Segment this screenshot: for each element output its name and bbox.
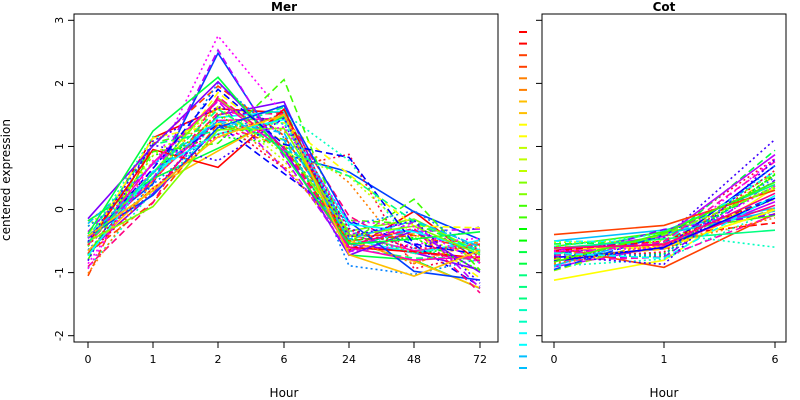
x-tick-label: 2 xyxy=(215,353,222,366)
x-tick-label: 1 xyxy=(661,353,668,366)
series-line-cot xyxy=(553,160,776,257)
y-tick-label: -2 xyxy=(53,330,66,341)
x-axis-label-cot: Hour xyxy=(650,386,679,400)
y-tick-label: 3 xyxy=(53,17,66,24)
y-tick-label: 2 xyxy=(53,80,66,87)
plot-frame-cot xyxy=(541,13,787,343)
x-tick-label: 6 xyxy=(772,353,779,366)
series-line-cot xyxy=(553,181,776,263)
series-lines-cot xyxy=(553,138,776,281)
series-line-mer xyxy=(87,112,481,264)
x-tick-label: 0 xyxy=(85,353,92,366)
series-line-mer xyxy=(87,88,481,256)
series-line-mer xyxy=(87,76,481,245)
x-tick-label: 48 xyxy=(407,353,421,366)
x-axis-cot: 0 1 6 xyxy=(551,342,779,366)
color-legend xyxy=(519,31,527,369)
y-tick-label: 0 xyxy=(53,206,66,213)
series-line-mer xyxy=(87,107,481,259)
series-line-cot xyxy=(553,189,776,236)
x-tick-label: 0 xyxy=(551,353,558,366)
series-line-mer xyxy=(87,116,481,284)
y-axis-cot xyxy=(536,19,542,337)
x-axis-label-mer: Hour xyxy=(270,386,299,400)
series-line-mer xyxy=(87,118,481,257)
plot-frame-mer xyxy=(73,13,499,343)
series-line-mer xyxy=(87,106,481,262)
series-line-mer xyxy=(87,95,481,294)
y-axis-mer: -2 -1 0 1 2 3 xyxy=(53,17,74,341)
series-line-mer xyxy=(87,121,481,256)
x-tick-label: 1 xyxy=(150,353,157,366)
series-line-mer xyxy=(87,78,481,271)
panel-cot: Cot 0 1 6 Hour xyxy=(536,0,787,400)
x-tick-label: 72 xyxy=(473,353,487,366)
series-line-mer xyxy=(87,113,480,249)
y-tick-label: 1 xyxy=(53,143,66,150)
series-lines-mer xyxy=(87,34,481,294)
series-line-cot xyxy=(553,159,776,266)
series-line-cot xyxy=(553,229,776,250)
panel-title-cot: Cot xyxy=(653,0,676,14)
y-tick-label: -1 xyxy=(53,267,66,278)
series-line-mer xyxy=(87,126,481,270)
panel-mer: Mer 0 1 2 6 24 48 72 -2 -1 0 1 2 3 Hour xyxy=(53,0,499,400)
series-line-cot xyxy=(553,192,776,249)
series-line-cot xyxy=(553,197,776,262)
y-axis-label: centered expression xyxy=(0,119,13,241)
x-tick-label: 24 xyxy=(342,353,356,366)
series-line-mer xyxy=(87,82,481,253)
series-line-mer xyxy=(87,113,481,277)
x-axis-mer: 0 1 2 6 24 48 72 xyxy=(85,342,487,366)
series-line-mer xyxy=(87,104,481,281)
panel-title-mer: Mer xyxy=(271,0,297,14)
series-line-cot xyxy=(553,194,776,260)
x-tick-label: 6 xyxy=(281,353,288,366)
